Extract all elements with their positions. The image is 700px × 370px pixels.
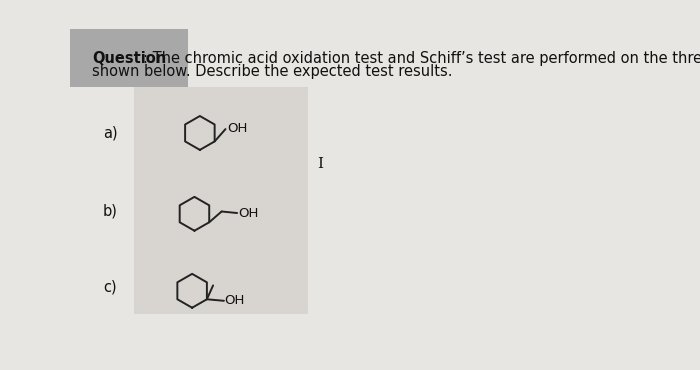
Text: I: I <box>317 157 323 171</box>
FancyBboxPatch shape <box>134 87 309 314</box>
Text: OH: OH <box>227 122 247 135</box>
Text: OH: OH <box>225 294 245 307</box>
Text: OH: OH <box>238 206 258 219</box>
Text: a): a) <box>103 125 118 140</box>
Text: : The chromic acid oxidation test and Schiff’s test are performed on the three a: : The chromic acid oxidation test and Sc… <box>144 51 700 65</box>
Text: c): c) <box>103 279 117 294</box>
Text: Question: Question <box>92 51 167 65</box>
Text: b): b) <box>103 204 118 219</box>
Text: shown below. Describe the expected test results.: shown below. Describe the expected test … <box>92 64 453 80</box>
